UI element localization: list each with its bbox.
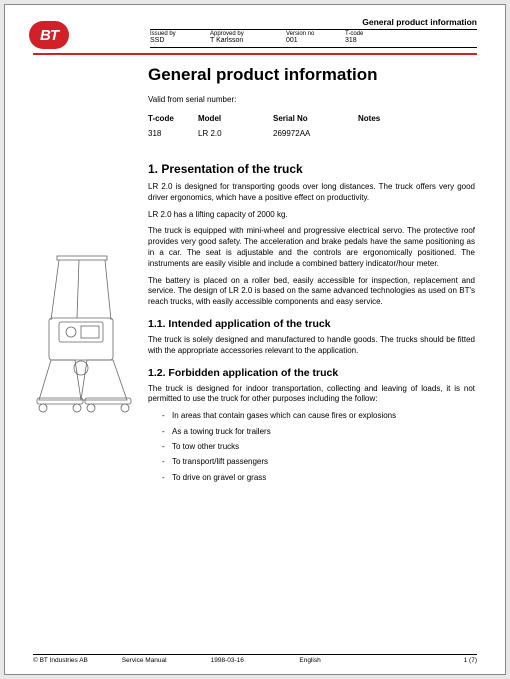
logo-text: BT [40,27,58,44]
th-tcode: T-code [148,114,198,123]
td-serial: 269972AA [273,129,358,138]
section-11-title: 1.1. Intended application of the truck [148,318,475,330]
s1-p3: The truck is equipped with mini-wheel an… [148,226,475,269]
footer-company: © BT Industries AB [33,657,122,664]
list-item: To transport/lift passengers [162,457,475,467]
bt-logo: BT [29,21,69,49]
header-value-approved: T Karlsson [210,37,282,44]
header-value-version: 001 [286,37,341,44]
header-meta-grid: Issued by Approved by Version no T-code … [150,29,477,48]
th-notes: Notes [358,114,475,123]
serial-table: T-code Model Serial No Notes 318 LR 2.0 … [148,114,475,138]
top-divider [33,53,477,55]
list-item: As a towing truck for trailers [162,427,475,437]
header-value-tcode: 318 [345,37,390,44]
header-block: General product information Issued by Ap… [150,17,477,48]
td-tcode: 318 [148,129,198,138]
td-model: LR 2.0 [198,129,273,138]
content-area: General product information Valid from s… [148,65,475,483]
header-title: General product information [150,17,477,27]
th-model: Model [198,114,273,123]
footer-lang: English [299,657,388,664]
list-item: To tow other trucks [162,442,475,452]
forbidden-list: In areas that contain gases which can ca… [162,411,475,483]
footer-doc: Service Manual [122,657,211,664]
page-footer: © BT Industries AB Service Manual 1998-0… [33,654,477,664]
footer-page: 1 (7) [388,657,477,664]
s1-p4: The battery is placed on a roller bed, e… [148,276,475,308]
list-item: In areas that contain gases which can ca… [162,411,475,421]
document-page: BT General product information Issued by… [4,4,506,675]
list-item: To drive on gravel or grass [162,473,475,483]
s12-p1: The truck is designed for indoor transpo… [148,384,475,406]
truck-illustration [29,250,139,415]
footer-date: 1998-03-16 [211,657,300,664]
td-notes [358,129,475,138]
section-1-title: 1. Presentation of the truck [148,162,475,176]
s1-p2: LR 2.0 has a lifting capacity of 2000 kg… [148,210,475,221]
s1-p1: LR 2.0 is designed for transporting good… [148,182,475,204]
th-serial: Serial No [273,114,358,123]
s11-p1: The truck is solely designed and manufac… [148,335,475,357]
valid-from-label: Valid from serial number: [148,95,475,104]
header-value-issued: SSD [150,37,206,44]
section-12-title: 1.2. Forbidden application of the truck [148,367,475,379]
page-title: General product information [148,65,475,85]
